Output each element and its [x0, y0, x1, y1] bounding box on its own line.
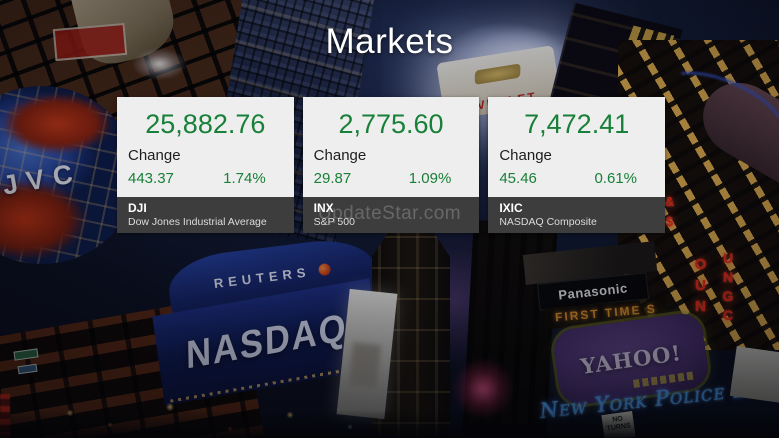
- market-card-inx[interactable]: 2,775.60 Change 29.87 1.09% INX S&P 500: [302, 97, 480, 233]
- change-label: Change: [499, 147, 552, 164]
- change-value: 45.46: [499, 170, 537, 187]
- change-row: 45.46 0.61%: [488, 164, 665, 187]
- index-name: NASDAQ Composite: [499, 216, 597, 228]
- index-symbol: DJI: [128, 201, 147, 215]
- change-value: 443.37: [128, 170, 174, 187]
- card-body: 2,775.60 Change 29.87 1.09%: [302, 97, 480, 197]
- index-value: 7,472.41: [524, 109, 630, 139]
- market-card-dji[interactable]: 25,882.76 Change 443.37 1.74% DJI Dow Jo…: [117, 97, 294, 233]
- page-title: Markets: [325, 22, 454, 61]
- change-percent: 1.09%: [408, 170, 452, 187]
- market-card-ixic[interactable]: 7,472.41 Change 45.46 0.61% IXIC NASDAQ …: [488, 97, 666, 233]
- index-name: S&P 500: [313, 216, 355, 228]
- index-value: 25,882.76: [145, 109, 266, 139]
- change-percent: 1.74%: [223, 170, 266, 187]
- change-label: Change: [313, 147, 367, 164]
- change-label: Change: [128, 147, 181, 164]
- index-symbol: IXIC: [499, 201, 523, 215]
- card-body: 7,472.41 Change 45.46 0.61%: [488, 97, 666, 197]
- index-symbol: INX: [313, 201, 334, 215]
- index-name: Dow Jones Industrial Average: [128, 216, 267, 228]
- change-value: 29.87: [313, 170, 352, 187]
- card-footer: IXIC NASDAQ Composite: [488, 197, 666, 233]
- change-percent: 0.61%: [594, 170, 638, 187]
- change-row: 443.37 1.74%: [117, 164, 294, 187]
- card-footer: INX S&P 500: [302, 197, 480, 233]
- index-value: 2,775.60: [338, 109, 444, 139]
- card-body: 25,882.76 Change 443.37 1.74%: [117, 97, 294, 197]
- market-cards: 25,882.76 Change 443.37 1.74% DJI Dow Jo…: [117, 97, 666, 233]
- change-row: 29.87 1.09%: [303, 164, 480, 187]
- card-footer: DJI Dow Jones Industrial Average: [117, 197, 294, 233]
- watermark: UpdateStar.com: [317, 203, 462, 224]
